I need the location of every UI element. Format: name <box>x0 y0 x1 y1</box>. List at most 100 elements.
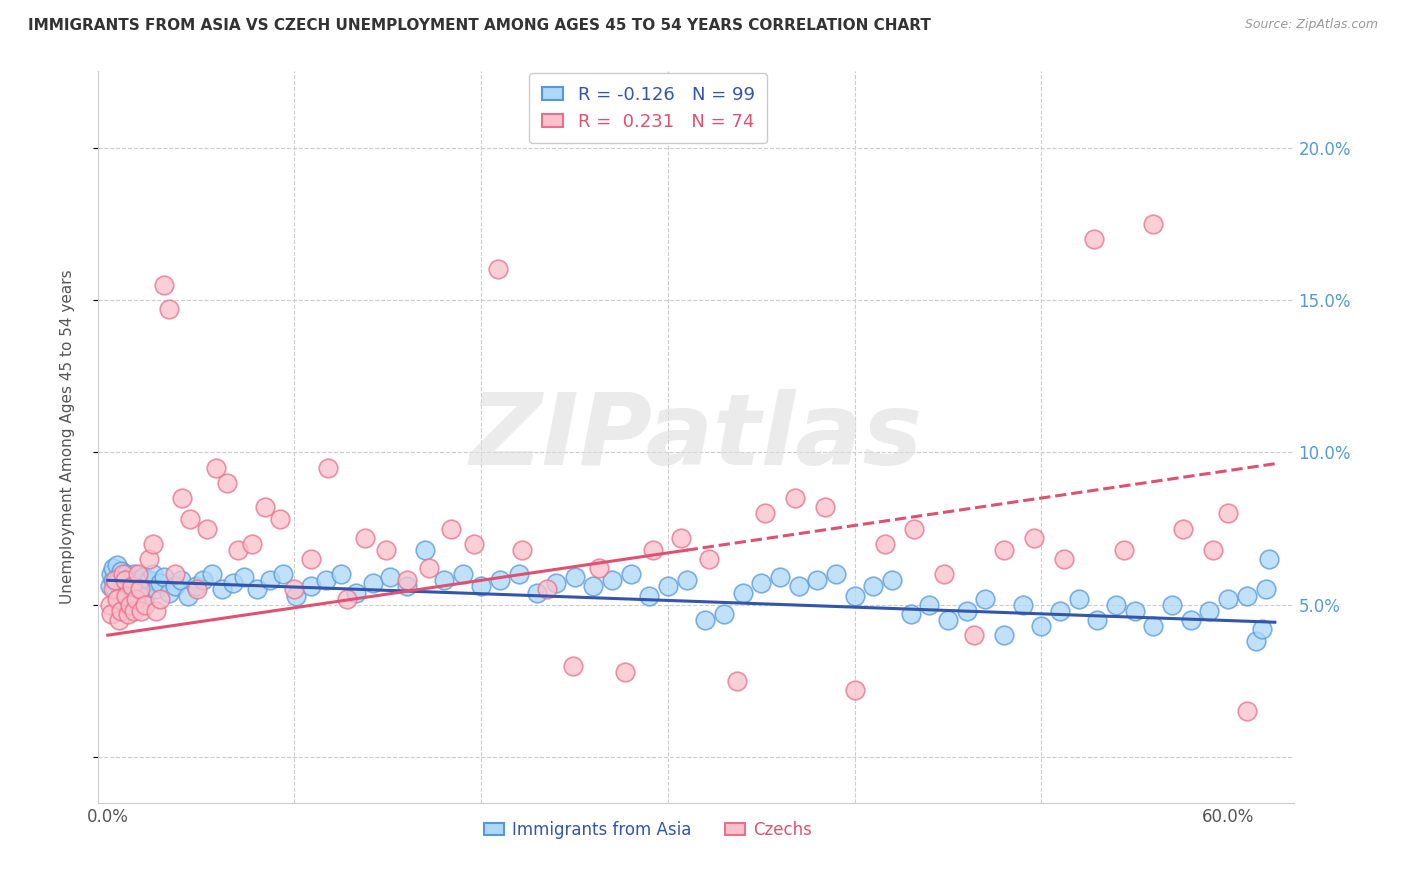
Point <box>814 500 837 515</box>
Point <box>195 521 218 535</box>
Point <box>713 607 735 621</box>
Point <box>1087 613 1109 627</box>
Point <box>934 567 956 582</box>
Point <box>157 301 180 317</box>
Point <box>561 658 583 673</box>
Point <box>963 628 986 642</box>
Point <box>536 582 558 597</box>
Point <box>177 589 200 603</box>
Point <box>769 570 792 584</box>
Point <box>1142 217 1164 231</box>
Point <box>1236 705 1258 719</box>
Point <box>115 589 138 603</box>
Point <box>544 576 567 591</box>
Point <box>217 475 239 490</box>
Point <box>121 579 143 593</box>
Point <box>918 598 941 612</box>
Point <box>111 579 134 593</box>
Point <box>413 542 436 557</box>
Point <box>600 574 623 588</box>
Point <box>98 598 121 612</box>
Point <box>271 567 294 582</box>
Point <box>104 574 127 588</box>
Point <box>253 500 276 515</box>
Point <box>120 570 142 584</box>
Point <box>470 579 492 593</box>
Point <box>489 574 512 588</box>
Legend: Immigrants from Asia, Czechs: Immigrants from Asia, Czechs <box>478 814 818 846</box>
Point <box>361 576 384 591</box>
Point <box>179 512 201 526</box>
Point <box>1236 589 1258 603</box>
Point <box>128 582 150 597</box>
Point <box>844 589 866 603</box>
Point <box>222 576 245 591</box>
Point <box>138 574 160 588</box>
Point <box>142 537 165 551</box>
Point <box>111 567 134 582</box>
Point <box>115 567 138 582</box>
Point <box>114 574 136 588</box>
Point <box>1031 619 1053 633</box>
Y-axis label: Unemployment Among Ages 45 to 54 years: Unemployment Among Ages 45 to 54 years <box>60 269 75 605</box>
Point <box>463 537 485 551</box>
Point <box>508 567 530 582</box>
Point <box>100 567 122 582</box>
Point <box>1173 521 1195 535</box>
Point <box>114 574 136 588</box>
Point <box>104 582 127 597</box>
Point <box>103 574 125 588</box>
Point <box>783 491 806 505</box>
Point <box>122 604 145 618</box>
Text: ZIPatlas: ZIPatlas <box>470 389 922 485</box>
Point <box>269 512 291 526</box>
Point <box>1161 598 1184 612</box>
Point <box>186 582 208 597</box>
Point <box>233 570 256 584</box>
Point <box>1022 531 1045 545</box>
Point <box>163 579 186 593</box>
Point <box>1218 591 1240 606</box>
Point <box>825 567 848 582</box>
Point <box>145 604 167 618</box>
Point <box>900 607 922 621</box>
Point <box>1083 232 1105 246</box>
Point <box>418 561 440 575</box>
Point <box>675 574 697 588</box>
Point <box>149 576 172 591</box>
Point <box>138 552 160 566</box>
Point <box>191 574 214 588</box>
Point <box>115 585 138 599</box>
Point <box>228 542 250 557</box>
Point <box>127 567 149 582</box>
Point <box>125 582 148 597</box>
Point <box>110 604 132 618</box>
Point <box>299 552 322 566</box>
Point <box>956 604 979 618</box>
Point <box>134 598 156 612</box>
Point <box>669 531 692 545</box>
Point <box>169 574 191 588</box>
Point <box>259 574 281 588</box>
Point <box>787 579 810 593</box>
Point <box>128 576 150 591</box>
Point <box>638 589 661 603</box>
Point <box>121 579 143 593</box>
Point <box>125 591 148 606</box>
Point <box>614 665 637 679</box>
Point <box>354 531 377 545</box>
Point <box>240 537 263 551</box>
Point <box>336 591 359 606</box>
Point <box>132 570 155 584</box>
Point <box>993 542 1015 557</box>
Point <box>127 574 149 588</box>
Point <box>142 567 165 582</box>
Point <box>936 613 959 627</box>
Point <box>110 564 132 578</box>
Point <box>974 591 997 606</box>
Point <box>486 262 509 277</box>
Point <box>283 582 305 597</box>
Point <box>641 542 664 557</box>
Point <box>1258 552 1281 566</box>
Point <box>1198 604 1220 618</box>
